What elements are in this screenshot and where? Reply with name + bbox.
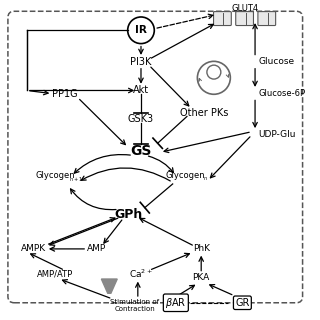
Text: Glycogen: Glycogen: [165, 171, 205, 180]
FancyBboxPatch shape: [236, 12, 253, 26]
Text: GLUT4: GLUT4: [232, 4, 259, 13]
Text: $\beta$AR: $\beta$AR: [165, 296, 187, 310]
Text: AMPK: AMPK: [21, 244, 46, 253]
Text: GSK3: GSK3: [128, 114, 154, 124]
Text: UDP-Glu: UDP-Glu: [258, 130, 296, 139]
Text: PI3K: PI3K: [130, 57, 152, 67]
Text: Ca$^{2+}$: Ca$^{2+}$: [129, 268, 153, 280]
Text: IR: IR: [135, 25, 147, 35]
Text: PP1G: PP1G: [52, 89, 78, 99]
Text: Other PKs: Other PKs: [180, 108, 228, 118]
FancyBboxPatch shape: [213, 12, 231, 26]
Text: Akt: Akt: [133, 85, 149, 95]
Text: $_{n}$: $_{n}$: [203, 176, 208, 183]
Polygon shape: [101, 279, 117, 293]
Text: Stimulation of
Contraction: Stimulation of Contraction: [110, 300, 159, 312]
Text: Glycogen: Glycogen: [36, 171, 75, 180]
Text: $_{n+1}$: $_{n+1}$: [69, 176, 83, 184]
Text: AMP/ATP: AMP/ATP: [37, 270, 74, 279]
Text: GPh: GPh: [114, 208, 142, 220]
Text: PhK: PhK: [193, 244, 210, 253]
Text: PKA: PKA: [193, 273, 210, 282]
Text: GR: GR: [235, 298, 250, 308]
Text: Glucose-6P: Glucose-6P: [258, 89, 305, 98]
Circle shape: [128, 17, 154, 44]
Text: AMP: AMP: [87, 244, 106, 253]
Text: Glucose: Glucose: [258, 58, 294, 67]
Text: GS: GS: [130, 144, 152, 158]
FancyBboxPatch shape: [258, 12, 276, 26]
